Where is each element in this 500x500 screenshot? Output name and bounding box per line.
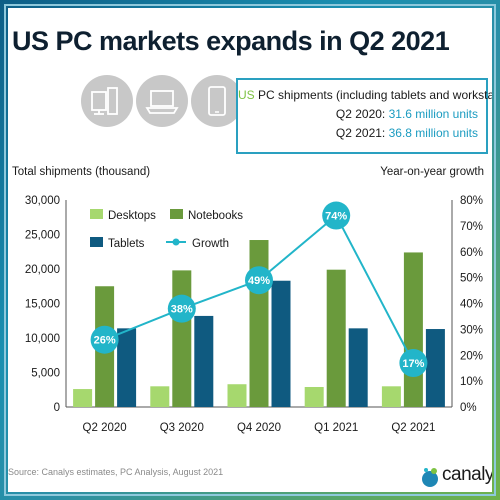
- right-tick-label: 80%: [460, 195, 483, 207]
- desktop-icon: [81, 75, 133, 127]
- legend-label-tablets: Tablets: [108, 238, 145, 250]
- x-tick-label: Q2 2021: [391, 422, 435, 434]
- info-line-1-text: PC shipments (including tablets and work…: [258, 88, 492, 102]
- q2-2020-label: Q2 2020:: [335, 107, 389, 121]
- info-line-1: US PC shipments (including tablets and w…: [238, 86, 492, 105]
- source-note: Source: Canalys estimates, PC Analysis, …: [8, 467, 224, 477]
- us-label: US: [238, 88, 255, 102]
- right-tick-label: 40%: [460, 299, 483, 311]
- right-tick-label: 20%: [460, 350, 483, 362]
- info-line-2: Q2 2020: 31.6 million units: [238, 105, 478, 124]
- x-tick-label: Q1 2021: [314, 422, 358, 434]
- legend-swatch-desktops: [90, 209, 103, 219]
- legend-label-growth: Growth: [192, 238, 229, 250]
- bar-tablets-q2-2020: [117, 328, 137, 407]
- growth-point: [245, 266, 273, 295]
- info-box: US PC shipments (including tablets and w…: [236, 78, 492, 154]
- bar-desktops-q3-2020: [150, 386, 170, 407]
- q2-2021-label: Q2 2021:: [335, 126, 389, 140]
- bar-tablets-q4-2020: [271, 280, 291, 407]
- bar-tablets-q3-2020: [194, 315, 214, 407]
- bar-notebooks-q3-2020: [172, 270, 192, 407]
- growth-label: 17%: [402, 358, 424, 370]
- outer-frame: [4, 4, 496, 496]
- logo-text: canalys: [442, 464, 492, 485]
- info-line-3: Q2 2021: 36.8 million units: [238, 124, 478, 143]
- laptop-icon: [136, 75, 188, 127]
- growth-point: [399, 349, 428, 378]
- left-tick-label: 30,000: [25, 195, 60, 207]
- right-tick-label: 60%: [460, 247, 483, 259]
- right-tick-label: 50%: [460, 273, 483, 285]
- bar-tablets-q1-2021: [348, 328, 368, 407]
- growth-label: 26%: [94, 335, 116, 347]
- legend-swatch-growth-dot: [172, 238, 180, 246]
- bar-notebooks-q1-2021: [326, 269, 346, 407]
- right-axis-title: Year-on-year growth: [380, 166, 484, 178]
- growth-point: [90, 325, 119, 354]
- right-tick-label: 30%: [460, 324, 483, 336]
- bar-desktops-q4-2020: [227, 384, 247, 407]
- growth-point: [167, 294, 196, 323]
- q2-2021-value: 36.8 million units: [388, 126, 478, 140]
- left-axis-title: Total shipments (thousand): [12, 166, 151, 178]
- x-tick-label: Q3 2020: [160, 422, 204, 434]
- canalys-logo: canalys: [420, 462, 492, 488]
- right-tick-label: 0%: [460, 402, 477, 414]
- left-tick-label: 25,000: [25, 230, 60, 242]
- bar-notebooks-q4-2020: [249, 240, 269, 407]
- legend-swatch-notebooks: [170, 209, 183, 219]
- legend-label-notebooks: Notebooks: [188, 210, 243, 222]
- chart-svg: 0 5,000 10,000 15,000 20,000 25,000 30,000 0% 10…: [25, 195, 483, 434]
- left-tick-label: 15,000: [25, 299, 60, 311]
- left-tick-label: 10,000: [25, 333, 60, 345]
- bar-tablets-q2-2021: [425, 329, 445, 407]
- legend-swatch-tablets: [90, 237, 103, 247]
- tablet-icon: [191, 75, 243, 127]
- x-tick-label: Q4 2020: [237, 422, 281, 434]
- q2-2020-value: 31.6 million units: [388, 107, 478, 121]
- growth-label: 38%: [171, 304, 193, 316]
- canalys-logo-mark: [422, 468, 438, 487]
- right-tick-label: 70%: [460, 221, 483, 233]
- bar-desktops-q2-2020: [73, 389, 93, 407]
- growth-label: 49%: [248, 275, 270, 287]
- bar-desktops-q1-2021: [304, 386, 324, 407]
- left-tick-label: 0: [54, 402, 60, 414]
- x-tick-label: Q2 2020: [83, 422, 127, 434]
- page-title: US PC markets expands in Q2 2021: [12, 26, 450, 56]
- growth-label: 74%: [325, 211, 347, 223]
- chart-card: US PC markets expands in Q2 2021 US PC s…: [8, 8, 492, 492]
- left-tick-label: 5,000: [31, 368, 60, 380]
- bar-desktops-q2-2021: [381, 386, 401, 407]
- left-tick-label: 20,000: [25, 264, 60, 276]
- right-tick-label: 10%: [460, 376, 483, 388]
- legend-label-desktops: Desktops: [108, 210, 156, 222]
- growth-point: [322, 201, 351, 230]
- bar-notebooks-q2-2021: [403, 252, 423, 407]
